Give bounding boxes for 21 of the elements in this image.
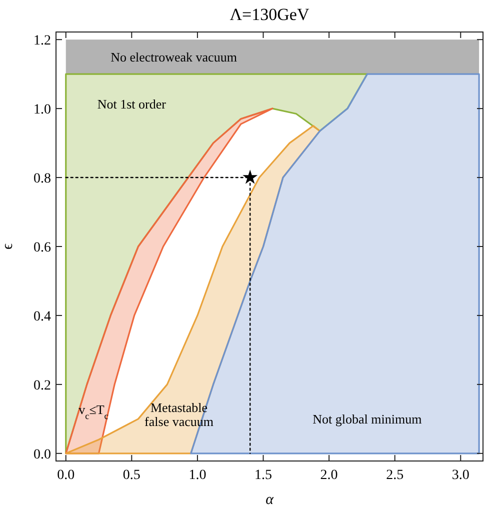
annotation: v$_{c}$≤T$_{c}$ — [78, 402, 108, 421]
chart-title: Λ=130GeV — [230, 5, 310, 24]
x-tick-label: 3.0 — [452, 468, 470, 483]
y-axis-title: ϵ — [0, 243, 16, 250]
y-tick-label: 0.4 — [34, 309, 51, 324]
x-tick-label: 1.0 — [188, 468, 206, 483]
y-tick-label: 0.2 — [34, 378, 51, 394]
x-tick-label: 2.5 — [386, 468, 404, 483]
y-tick-label: 0.6 — [34, 240, 51, 256]
x-tick-label: 1.5 — [254, 468, 272, 483]
annotation: Not global minimum — [312, 411, 422, 426]
y-tick-label: 0.0 — [34, 447, 51, 462]
x-tick-label: 0.0 — [57, 468, 75, 483]
annotation: Not 1st order — [97, 96, 167, 112]
y-tick-label: 1.2 — [34, 33, 51, 48]
y-tick-label: 0.8 — [34, 171, 51, 186]
y-tick-label: 1.0 — [34, 102, 51, 118]
x-tick-label: 0.5 — [122, 468, 140, 483]
band-label: No electroweak vacuum — [110, 49, 237, 64]
x-axis-title: α — [266, 492, 275, 508]
x-tick-label: 2.0 — [320, 468, 338, 483]
